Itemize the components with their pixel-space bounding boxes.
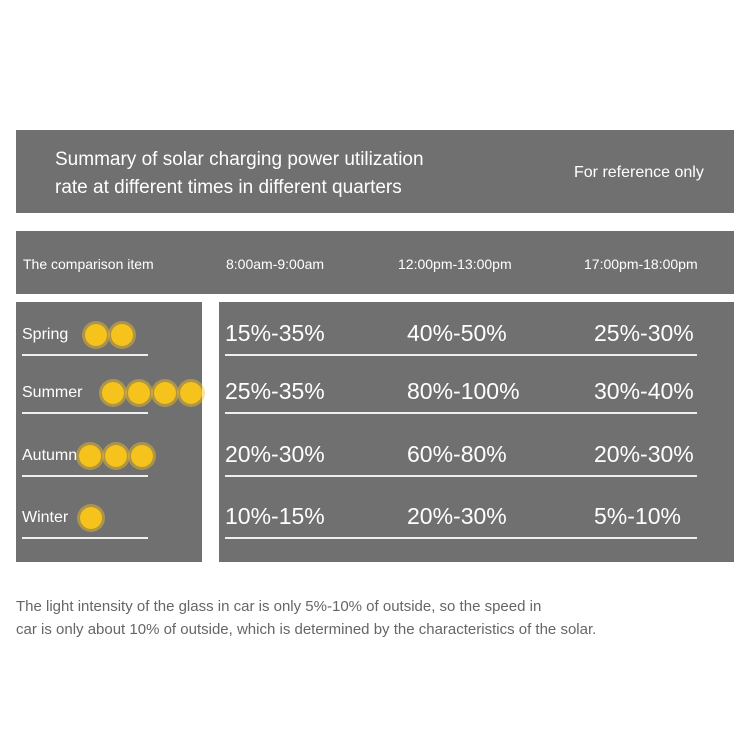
values-table: 15%-35% 40%-50% 25%-30% 25%-35% 80%-100% 30%-… xyxy=(219,302,734,562)
value-cell: 5%-10% xyxy=(594,503,681,529)
value-cell: 10%-15% xyxy=(225,503,325,529)
sun-icon xyxy=(80,507,102,529)
sun-icon xyxy=(128,382,150,404)
sun-icon xyxy=(154,382,176,404)
season-row: Autumn xyxy=(22,445,153,477)
footnote: The light intensity of the glass in car … xyxy=(16,595,596,641)
season-label: Spring xyxy=(22,326,69,343)
value-cell: 25%-35% xyxy=(225,378,325,404)
sun-rating xyxy=(102,382,202,404)
value-cell: 20%-30% xyxy=(594,441,694,467)
header-cell: 8:00am-9:00am xyxy=(226,256,325,272)
title-line: rate at different times in different qua… xyxy=(55,177,402,198)
sun-rating xyxy=(79,445,153,467)
value-row: 25%-35% 80%-100% 30%-40% xyxy=(225,378,697,414)
season-row: Summer xyxy=(22,382,202,414)
season-row: Winter xyxy=(22,507,148,539)
sun-icon xyxy=(111,324,133,346)
header-cell: 17:00pm-18:00pm xyxy=(584,256,698,272)
season-label: Winter xyxy=(22,509,69,526)
value-cell: 20%-30% xyxy=(407,503,507,529)
sun-icon xyxy=(180,382,202,404)
title-line: Summary of solar charging power utilizat… xyxy=(55,149,424,170)
value-row: 10%-15% 20%-30% 5%-10% xyxy=(225,503,697,539)
footnote-line: car is only about 10% of outside, which … xyxy=(16,621,597,638)
title-text: Summary of solar charging power utilizat… xyxy=(55,146,424,202)
value-row: 15%-35% 40%-50% 25%-30% xyxy=(225,320,697,356)
value-cell: 80%-100% xyxy=(407,378,520,404)
value-cell: 20%-30% xyxy=(225,441,325,467)
season-label: Summer xyxy=(22,384,83,401)
title-banner: Summary of solar charging power utilizat… xyxy=(16,130,734,213)
sun-icon xyxy=(85,324,107,346)
footnote-line: The light intensity of the glass in car … xyxy=(16,598,542,615)
value-row: 20%-30% 60%-80% 20%-30% xyxy=(225,441,697,477)
season-label: Autumn xyxy=(22,447,78,464)
season-row: Spring xyxy=(22,324,148,356)
sun-icon xyxy=(105,445,127,467)
season-column: Spring Summer Autumn Winter xyxy=(16,302,202,562)
sun-icon xyxy=(131,445,153,467)
value-cell: 40%-50% xyxy=(407,320,507,346)
value-cell: 15%-35% xyxy=(225,320,325,346)
header-cell: 12:00pm-13:00pm xyxy=(398,256,512,272)
value-cell: 25%-30% xyxy=(594,320,694,346)
sun-rating xyxy=(85,324,133,346)
value-cell: 60%-80% xyxy=(407,441,507,467)
sun-rating xyxy=(80,507,102,529)
table-header: The comparison item 8:00am-9:00am 12:00p… xyxy=(16,231,734,294)
value-cell: 30%-40% xyxy=(594,378,694,404)
sun-icon xyxy=(102,382,124,404)
sun-icon xyxy=(79,445,101,467)
reference-note: For reference only xyxy=(574,164,704,181)
header-cell: The comparison item xyxy=(23,256,154,272)
